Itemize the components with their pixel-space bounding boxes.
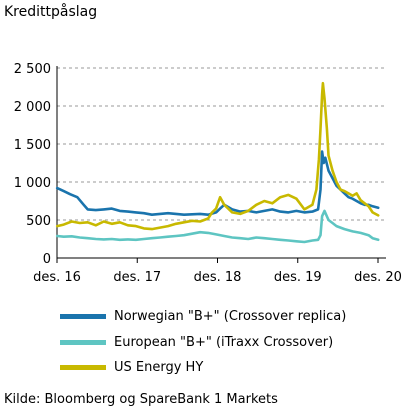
x-tick-label: des. 19 xyxy=(274,270,322,285)
y-tick-label: 500 xyxy=(26,214,51,229)
legend-item-norwegian: Norwegian "B+" (Crossover replica) xyxy=(60,306,346,326)
x-tick-label: des. 18 xyxy=(194,270,242,285)
x-tick-label: des. 17 xyxy=(113,270,161,285)
source-note: Kilde: Bloomberg og SpareBank 1 Markets xyxy=(4,392,278,407)
y-tick-label: 0 xyxy=(43,252,51,267)
legend-item-us-energy: US Energy HY xyxy=(60,357,203,377)
series-line-1 xyxy=(55,209,380,244)
y-tick-label: 1 500 xyxy=(14,138,51,153)
legend-item-european: European "B+" (iTraxx Crossover) xyxy=(60,332,333,352)
legend-label-us-energy: US Energy HY xyxy=(114,359,204,375)
legend-swatch-norwegian xyxy=(60,313,106,319)
legend-swatch-european xyxy=(60,339,106,345)
x-tick-label: des. 20 xyxy=(354,270,402,285)
legend-label-norwegian: Norwegian "B+" (Crossover replica) xyxy=(114,308,347,324)
legend-swatch-us-energy xyxy=(60,364,106,370)
series-line-2 xyxy=(55,81,380,231)
y-tick-label: 1 000 xyxy=(14,176,51,191)
y-tick-label: 2 500 xyxy=(14,62,51,77)
line-chart: 0 500 1 000 1 500 2 000 2 500 des. 16 des. 17 d… xyxy=(14,62,402,285)
legend-label-european: European "B+" (iTraxx Crossover) xyxy=(114,334,334,350)
y-tick-label: 2 000 xyxy=(14,100,51,115)
x-tick-label: des. 16 xyxy=(33,270,81,285)
chart-title: Kredittpåslag xyxy=(4,4,98,20)
